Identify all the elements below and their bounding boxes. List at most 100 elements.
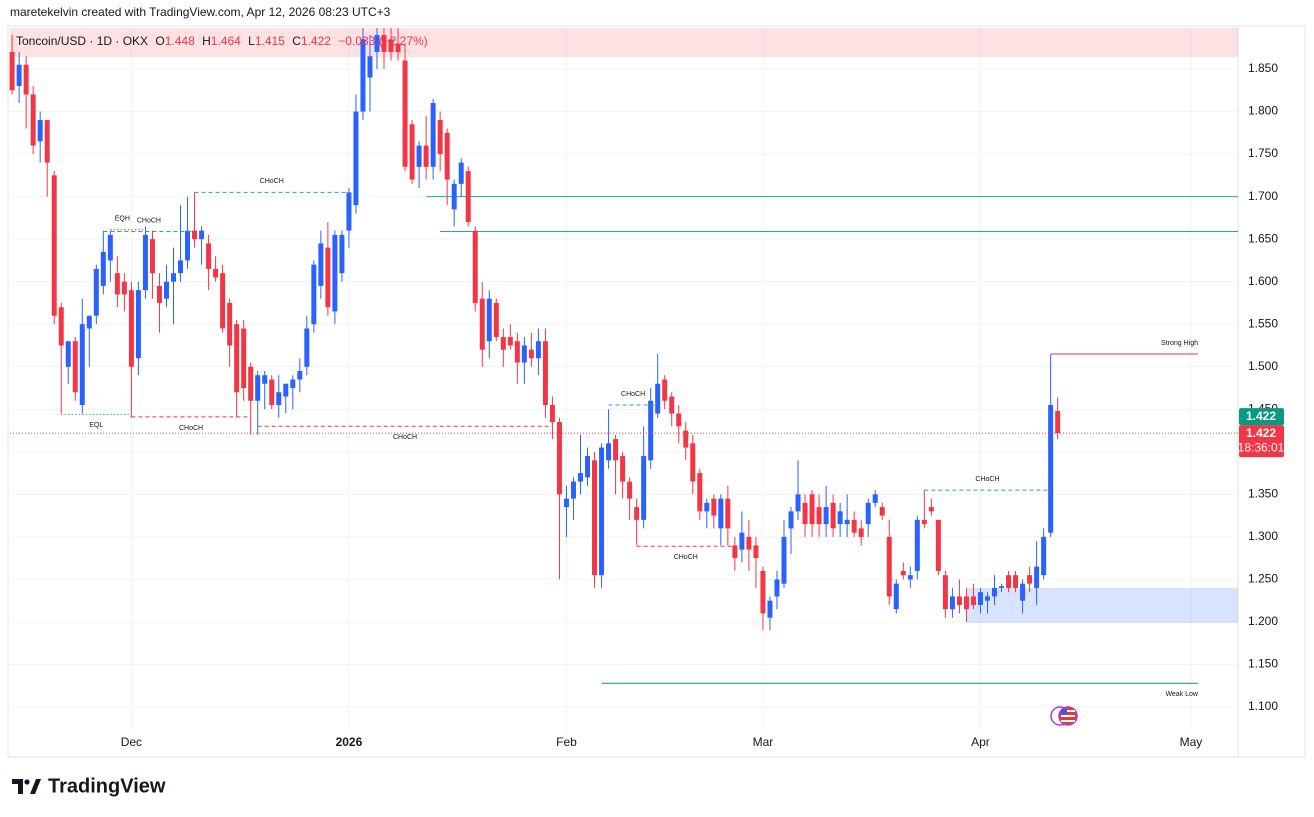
structure-label: Strong High	[1161, 340, 1198, 347]
candle-body	[156, 285, 162, 303]
candle-body	[444, 132, 450, 180]
candle-body	[149, 239, 155, 274]
candle-body	[928, 507, 934, 512]
candle-body	[1034, 566, 1040, 588]
y-tick-label: 1.600	[1248, 274, 1278, 288]
candle-body	[865, 502, 871, 525]
candle-body	[1027, 575, 1033, 584]
structure-label: CHoCH	[137, 217, 161, 224]
candle-body	[367, 56, 373, 78]
candle-body	[606, 443, 612, 461]
candle-body	[795, 494, 801, 512]
candle-body	[486, 298, 492, 342]
candle-body	[514, 341, 520, 363]
y-tick-label: 1.800	[1248, 104, 1278, 118]
candle-body	[493, 302, 499, 337]
candle-body	[107, 234, 113, 261]
candle-body	[767, 600, 773, 618]
candle-body	[627, 481, 633, 499]
candle-body	[500, 336, 506, 350]
candle-body	[374, 34, 380, 52]
candle-body	[872, 494, 878, 503]
candle-body	[465, 171, 471, 223]
candle-body	[318, 243, 324, 286]
candle-body	[648, 400, 654, 461]
candle-body	[697, 473, 703, 512]
y-tick-label: 1.650	[1248, 231, 1278, 245]
candle-body	[297, 370, 303, 380]
candle-body	[290, 379, 296, 389]
candle-body	[346, 192, 352, 231]
candle-body	[830, 502, 836, 529]
y-tick-label: 1.850	[1248, 61, 1278, 75]
candle-body	[199, 230, 205, 240]
candle-body	[725, 498, 731, 529]
candle-body	[283, 383, 289, 397]
x-tick-label: Mar	[753, 735, 774, 749]
candle-body	[472, 230, 478, 303]
open-label: O	[155, 34, 164, 48]
candle-body	[563, 498, 569, 508]
symbol: Toncoin/USD · 1D · OKX	[16, 34, 148, 48]
candle-body	[185, 230, 191, 261]
candle-body	[781, 536, 787, 584]
candle-body	[1013, 575, 1019, 588]
price-label-box	[1239, 408, 1284, 426]
chart-frame	[7, 25, 1306, 758]
candle-body	[999, 586, 1005, 588]
candle-body	[556, 422, 562, 495]
candle-body	[255, 375, 261, 401]
candle-body	[262, 375, 268, 384]
x-tick-label: Feb	[556, 735, 577, 749]
candle-body	[879, 507, 885, 516]
candle-body	[37, 120, 43, 142]
candle-body	[79, 324, 85, 406]
y-tick-label: 1.550	[1248, 316, 1278, 330]
candle-body	[479, 298, 485, 350]
high-label: H	[202, 34, 211, 48]
low-label: L	[248, 34, 255, 48]
candle-body	[683, 430, 689, 448]
countdown: 18:36:01	[1238, 440, 1285, 454]
candle-body	[977, 592, 983, 605]
close: 1.422	[301, 34, 331, 48]
x-tick-label: May	[1180, 735, 1203, 749]
candle-body	[1006, 575, 1012, 588]
candle-body	[549, 405, 555, 423]
candle-body	[311, 264, 317, 325]
candle-body	[423, 145, 429, 167]
candle-body	[774, 579, 780, 597]
candle-body	[949, 596, 955, 610]
candle-body	[676, 413, 682, 427]
candle-body	[704, 502, 710, 512]
candle-body	[170, 273, 176, 282]
low: 1.415	[255, 34, 285, 48]
candle-body	[451, 183, 457, 210]
y-tick-label: 1.750	[1248, 146, 1278, 160]
candle-body	[641, 456, 647, 520]
candle-body	[809, 494, 815, 525]
structure-label: CHoCH	[674, 554, 698, 561]
price-label: 1.422	[1246, 409, 1276, 423]
candle-body	[325, 247, 331, 308]
candle-body	[935, 519, 941, 571]
candle-body	[213, 268, 219, 278]
candle-body	[570, 481, 576, 499]
candle-body	[128, 290, 134, 367]
candle-body	[360, 39, 366, 112]
candle-body	[44, 120, 50, 163]
candle-body	[227, 302, 233, 346]
candle-body	[339, 234, 345, 274]
candle-body	[86, 315, 92, 329]
structure-label: CHoCH	[260, 178, 284, 185]
candle-body	[220, 273, 226, 329]
structure-label: EQL	[89, 422, 103, 429]
structure-label: CHoCH	[621, 391, 645, 398]
candle-body	[121, 281, 127, 295]
candle-body	[72, 341, 78, 393]
price-label-box	[1239, 425, 1284, 458]
candle-body	[163, 281, 169, 299]
x-tick-label: Dec	[121, 735, 142, 749]
candle-body	[907, 575, 913, 580]
